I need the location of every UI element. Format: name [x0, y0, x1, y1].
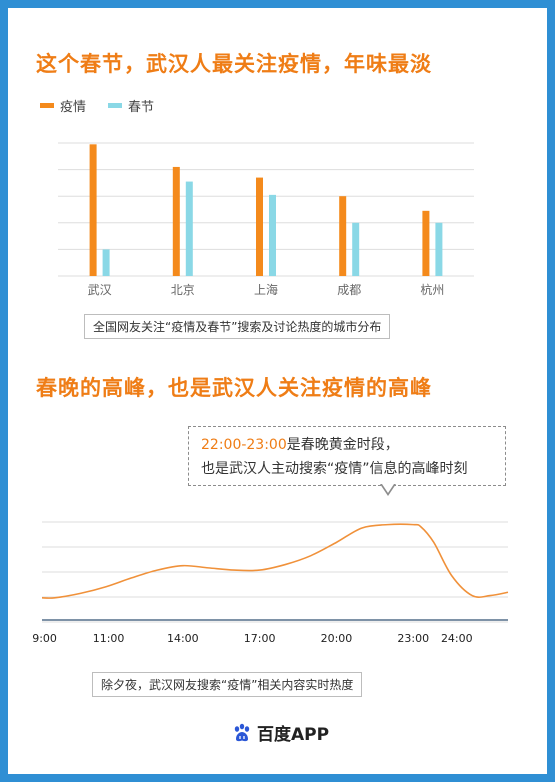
bar-chart: 武汉 北京 上海 成都 杭州: [58, 142, 474, 297]
x-tick-label: 武汉: [88, 283, 112, 297]
baidu-paw-icon: [234, 723, 250, 741]
peak-callout: 22:00-23:00是春晚黄金时段， 也是武汉人主动搜索“疫情”信息的高峰时刻: [188, 426, 506, 486]
x-tick-label: 20:00: [321, 632, 353, 645]
line-chart-title: 春晚的高峰，也是武汉人关注疫情的高峰: [36, 376, 432, 400]
bar-epidemic: [256, 177, 263, 276]
x-tick-label: 上海: [254, 282, 278, 297]
legend-swatch-festival: [108, 103, 123, 108]
bar-festival: [352, 222, 360, 276]
series-line: [41, 523, 509, 599]
x-tick-label: 北京: [171, 283, 195, 297]
legend-item-epidemic: 疫情: [40, 96, 86, 115]
bar-festival: [102, 249, 110, 276]
x-tick-label: 成都: [337, 283, 361, 297]
x-tick-label: 17:00: [244, 632, 276, 645]
callout-line-1: 22:00-23:00是春晚黄金时段，: [201, 433, 493, 457]
legend-swatch-epidemic: [40, 103, 54, 108]
bar-festival: [269, 194, 276, 276]
legend-label-epidemic: 疫情: [60, 100, 87, 115]
bar-festival: [185, 181, 193, 276]
callout-pointer-fill: [382, 484, 394, 493]
infographic-card: [8, 8, 547, 774]
bar-epidemic: [339, 196, 347, 276]
callout-line-2: 也是武汉人主动搜索“疫情”信息的高峰时刻: [201, 461, 468, 477]
bar-festival: [435, 222, 443, 276]
bar-chart-caption: 全国网友关注“疫情及春节”搜索及讨论热度的城市分布: [84, 314, 391, 339]
legend-item-festival: 春节: [108, 96, 154, 115]
baidu-app-logo: 百度APP: [232, 720, 329, 745]
bar-chart-title: 这个春节，武汉人最关注疫情，年味最淡: [36, 52, 432, 76]
x-tick-label: 23:00: [397, 632, 429, 645]
legend-label-festival: 春节: [128, 100, 155, 115]
bar-epidemic: [89, 144, 97, 276]
x-tick-label: 11:00: [93, 632, 125, 645]
x-tick-label: 杭州: [420, 282, 444, 297]
x-tick-label: 9:00: [32, 632, 57, 645]
line-chart: 9:00 11:00 14:00 17:00 20:00 23:00 24:00: [32, 521, 509, 645]
x-tick-label: 24:00: [441, 632, 473, 645]
x-tick-label: 14:00: [167, 632, 199, 645]
bar-legend: 疫情 春节: [40, 96, 176, 115]
logo-text: 百度APP: [257, 725, 330, 745]
bar-epidemic: [172, 166, 180, 276]
callout-time: 22:00-23:00: [201, 437, 287, 453]
line-chart-caption: 除夕夜，武汉网友搜索“疫情”相关内容实时热度: [92, 672, 363, 697]
bar-epidemic: [422, 210, 430, 276]
callout-line-1-text: 是春晚黄金时段，: [286, 437, 399, 453]
